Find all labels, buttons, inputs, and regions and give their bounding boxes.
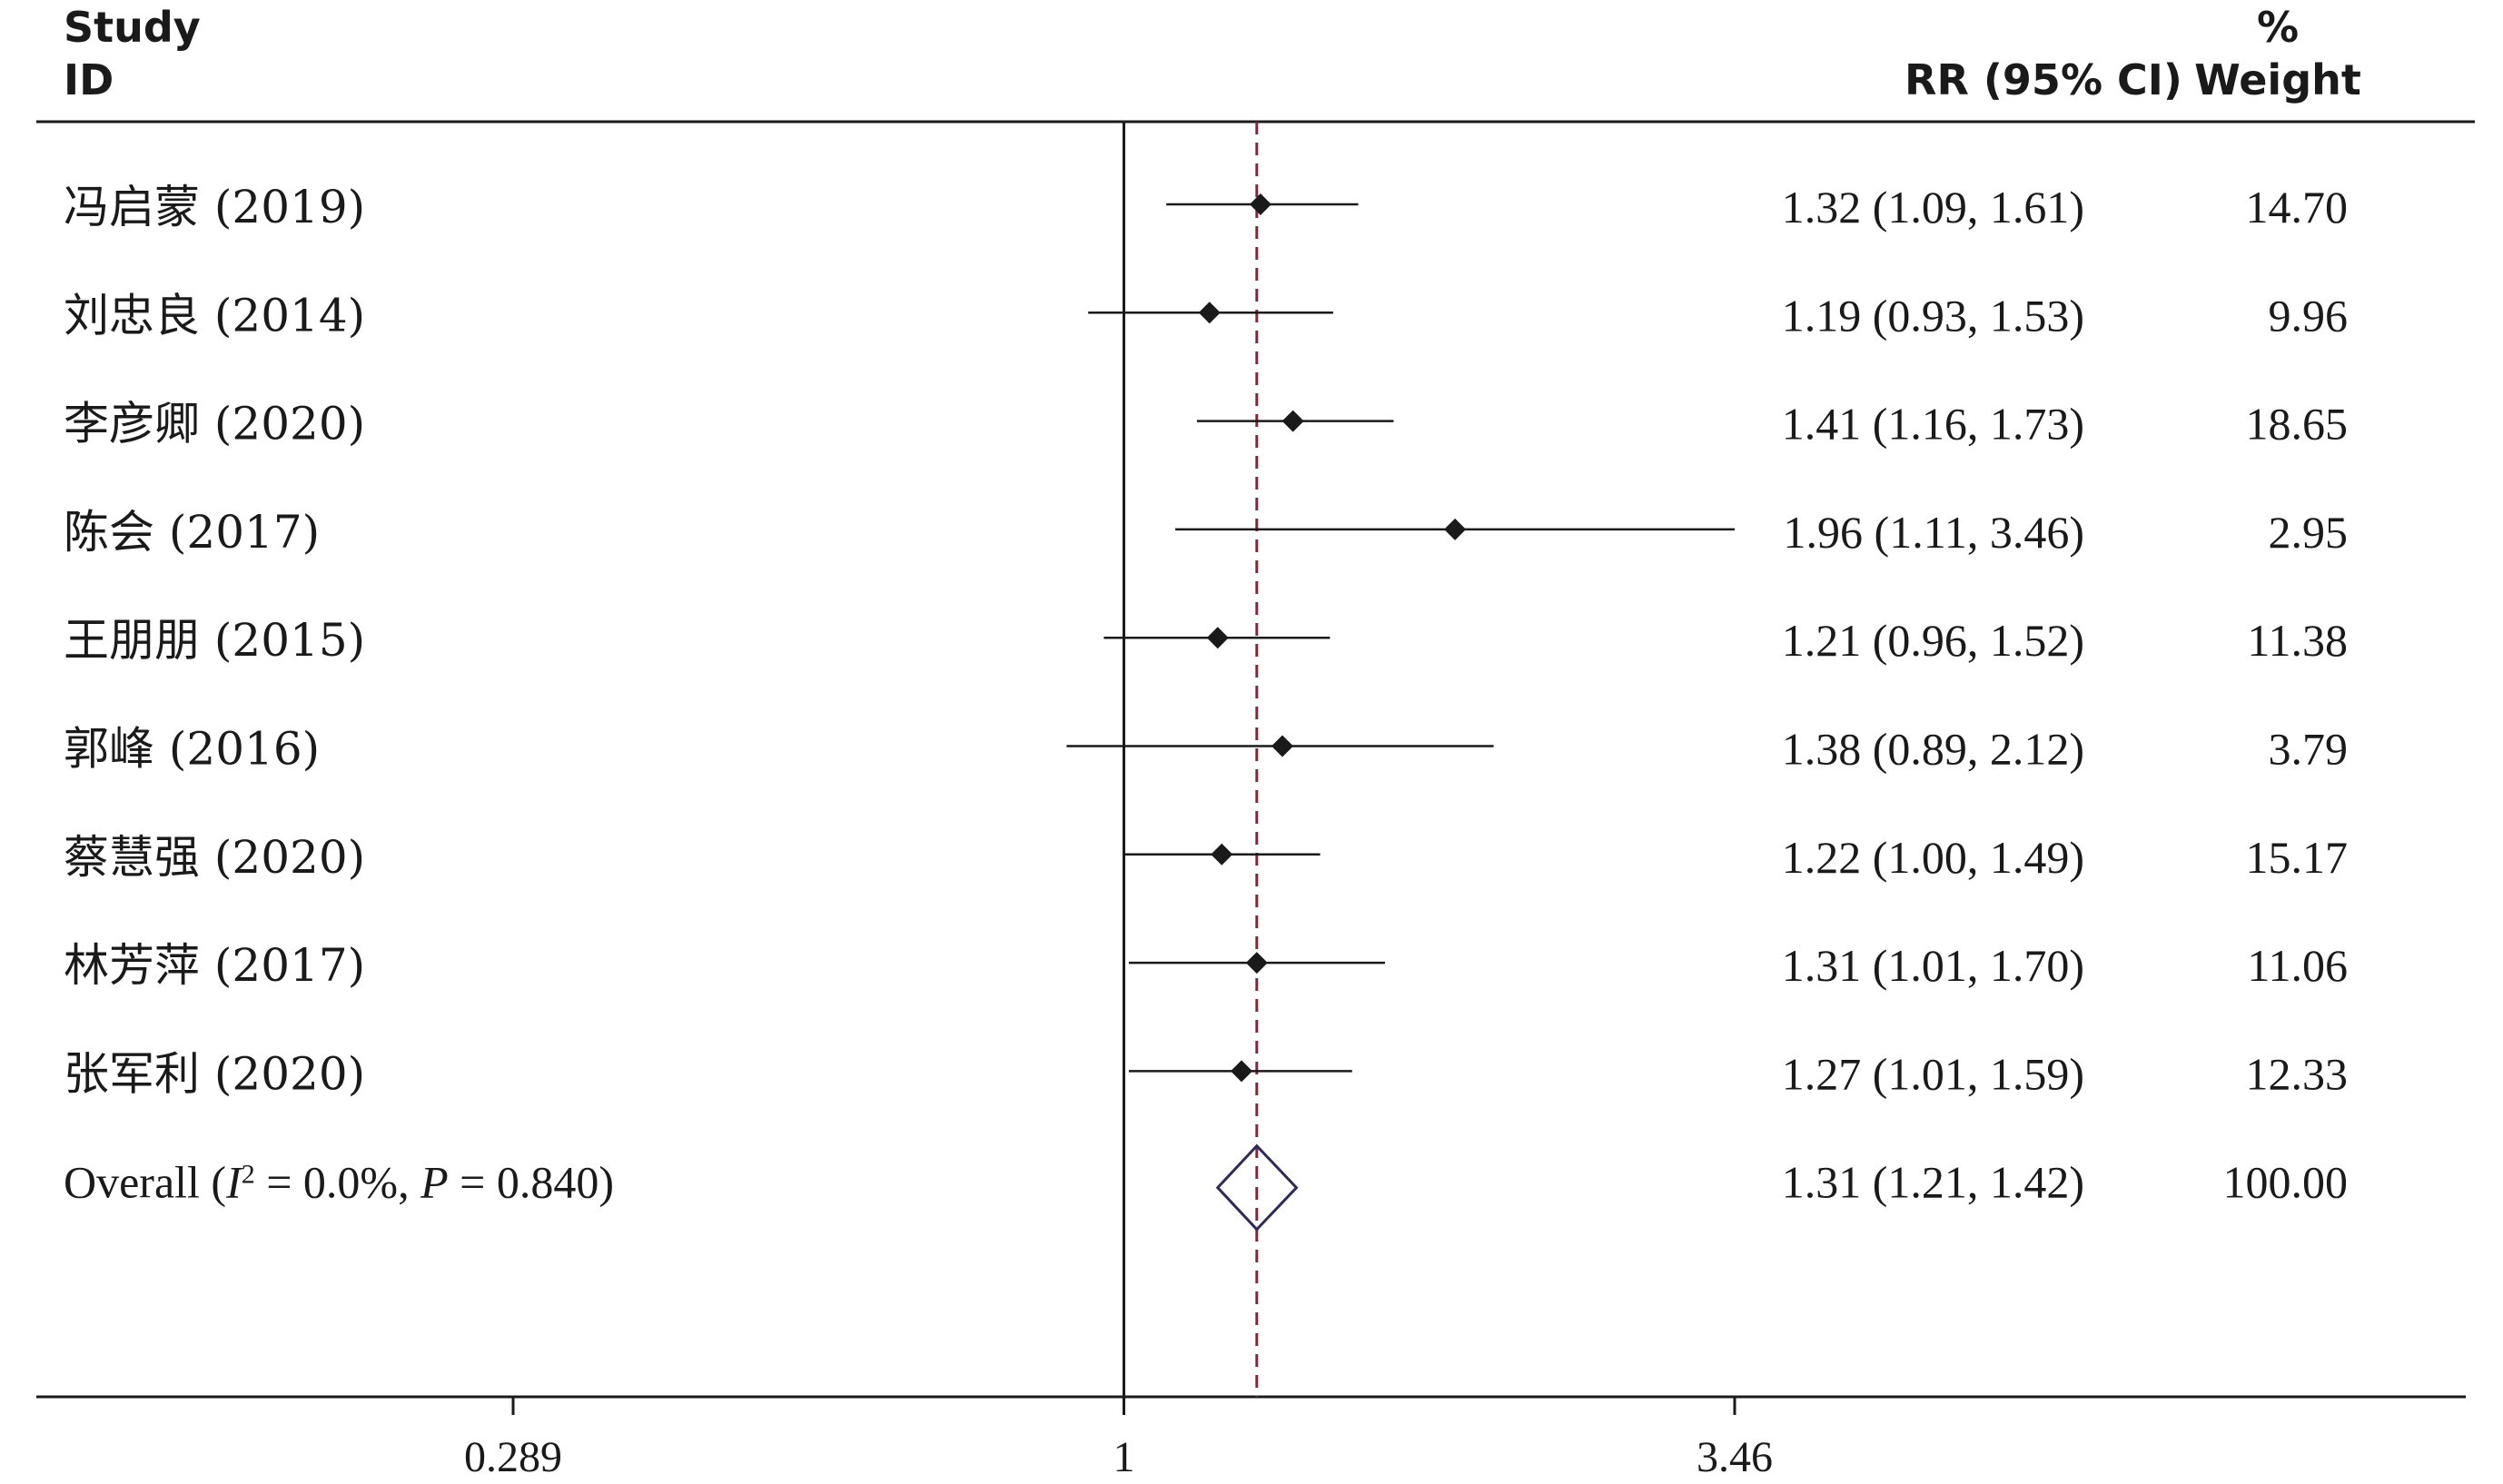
effect-ci-value: 1.31 (1.01, 1.70)	[1782, 940, 2084, 991]
effect-ci-value: 1.19 (0.93, 1.53)	[1782, 290, 2084, 341]
study-row: 蔡慧强 (2020) 1.22 (1.00, 1.49) 15.17	[64, 831, 2348, 884]
weight-header-line2: Weight	[2194, 55, 2361, 104]
study-label: 张军利 (2020)	[64, 1047, 365, 1100]
point-estimate-marker	[1231, 1060, 1253, 1083]
study-label: 郭峰 (2016)	[64, 723, 320, 776]
weight-header-line1: %	[2257, 3, 2299, 52]
point-estimate-marker	[1444, 518, 1467, 540]
study-label: 陈会 (2017)	[64, 506, 320, 559]
overall-weight-value: 100.00	[2223, 1157, 2349, 1208]
effect-ci-value: 1.41 (1.16, 1.73)	[1782, 399, 2084, 450]
study-header-line2: ID	[64, 55, 114, 104]
study-row: 张军利 (2020) 1.27 (1.01, 1.59) 12.33	[64, 1047, 2348, 1100]
study-row: 李彦卿 (2020) 1.41 (1.16, 1.73) 18.65	[64, 398, 2348, 450]
study-label: 林芳萍 (2017)	[64, 939, 365, 992]
point-estimate-marker	[1198, 302, 1221, 324]
overall-row: Overall (I2 = 0.0%, P = 0.840) 1.31 (1.21…	[64, 1143, 2349, 1232]
study-row: 刘忠良 (2014) 1.19 (0.93, 1.53) 9.96	[64, 289, 2348, 341]
effect-ci-value: 1.96 (1.11, 3.46)	[1784, 507, 2084, 558]
x-tick-label: 1	[1113, 1433, 1135, 1481]
x-tick-label: 0.289	[464, 1433, 562, 1481]
pooled-diamond	[1215, 1143, 1299, 1232]
point-estimate-marker	[1271, 735, 1294, 757]
study-row: 林芳萍 (2017) 1.31 (1.01, 1.70) 11.06	[64, 939, 2348, 992]
study-row: 郭峰 (2016) 1.38 (0.89, 2.12) 3.79	[64, 723, 2348, 776]
study-label: 冯启蒙 (2019)	[64, 181, 365, 233]
study-row: 王朋朋 (2015) 1.21 (0.96, 1.52) 11.38	[64, 614, 2348, 667]
point-estimate-marker	[1206, 627, 1229, 649]
weight-value: 3.79	[2269, 724, 2349, 775]
study-label: 王朋朋 (2015)	[64, 614, 365, 667]
overall-ci-value: 1.31 (1.21, 1.42)	[1782, 1157, 2084, 1208]
x-tick-label: 3.46	[1697, 1433, 1773, 1481]
study-label: 蔡慧强 (2020)	[64, 831, 365, 884]
weight-value: 14.70	[2246, 182, 2349, 232]
effect-ci-value: 1.38 (0.89, 2.12)	[1782, 724, 2084, 775]
point-estimate-marker	[1281, 410, 1304, 432]
study-header-line1: Study	[64, 3, 201, 52]
point-estimate-marker	[1211, 843, 1233, 866]
point-estimate-marker	[1249, 193, 1271, 215]
weight-value: 2.95	[2269, 507, 2349, 558]
weight-value: 9.96	[2269, 290, 2349, 341]
effect-ci-value: 1.21 (0.96, 1.52)	[1782, 615, 2084, 666]
effect-ci-value: 1.27 (1.01, 1.59)	[1782, 1048, 2084, 1099]
effect-header: RR (95% CI)	[1904, 55, 2182, 104]
point-estimate-marker	[1245, 952, 1268, 974]
overall-label: Overall (I2 = 0.0%, P = 0.840)	[64, 1157, 614, 1208]
weight-value: 11.06	[2247, 940, 2348, 991]
study-row: 陈会 (2017) 1.96 (1.11, 3.46) 2.95	[64, 506, 2348, 559]
effect-ci-value: 1.22 (1.00, 1.49)	[1782, 832, 2084, 883]
weight-value: 18.65	[2246, 399, 2349, 450]
weight-value: 11.38	[2247, 615, 2348, 666]
weight-value: 12.33	[2246, 1048, 2349, 1099]
weight-value: 15.17	[2246, 832, 2349, 883]
study-label: 李彦卿 (2020)	[64, 398, 365, 450]
study-label: 刘忠良 (2014)	[64, 289, 365, 341]
effect-ci-value: 1.32 (1.09, 1.61)	[1782, 182, 2084, 232]
study-row: 冯启蒙 (2019) 1.32 (1.09, 1.61) 14.70	[64, 181, 2348, 233]
